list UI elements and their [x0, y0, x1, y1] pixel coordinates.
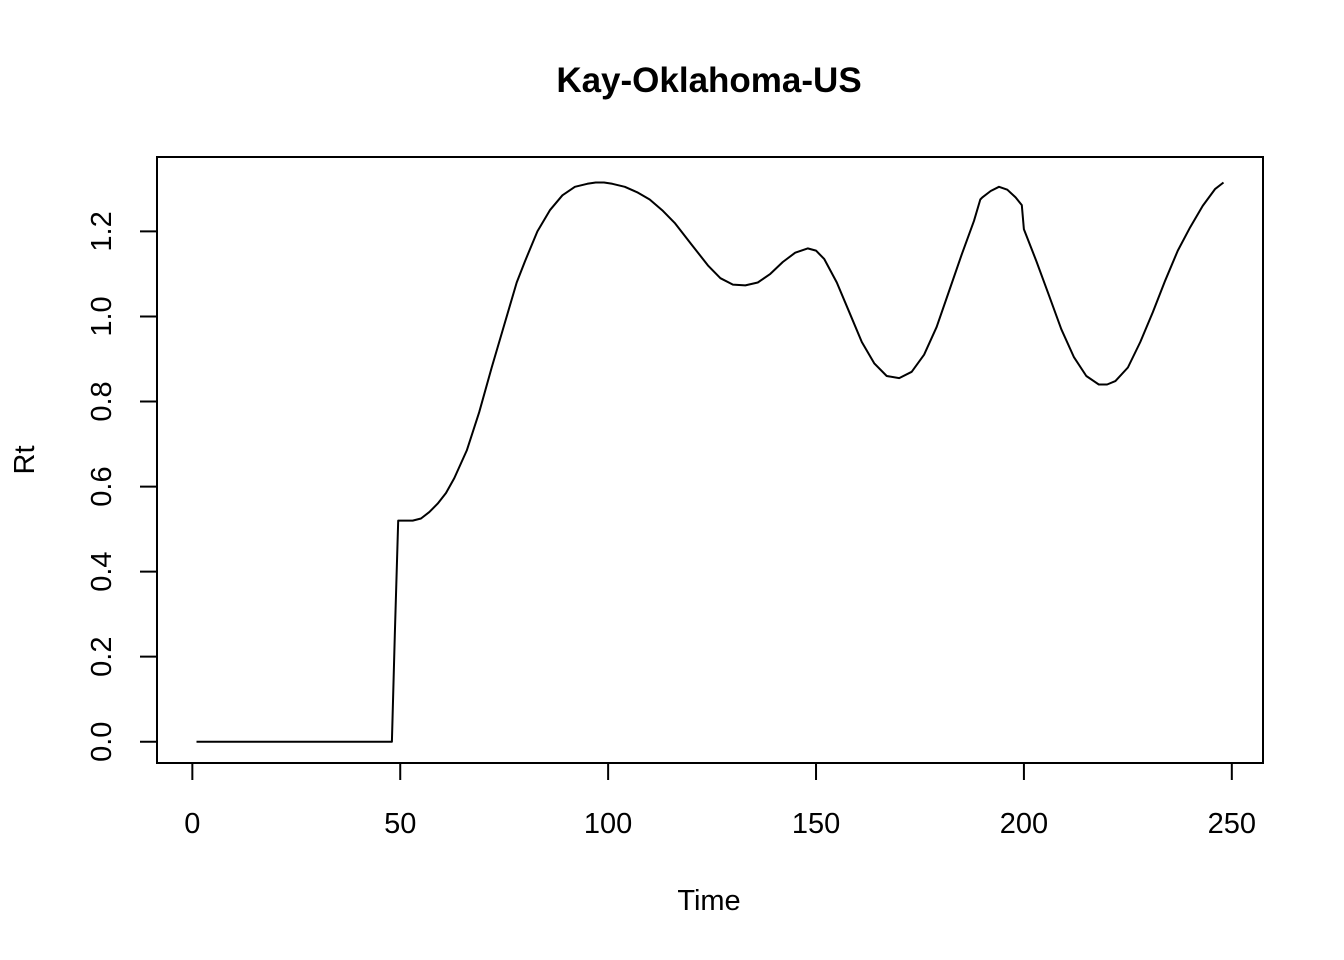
- x-axis: 0 50 100 150 200 250: [184, 762, 1256, 840]
- x-axis-label: Time: [677, 885, 740, 917]
- y-tick-label: 0.8: [86, 381, 118, 421]
- y-axis: 0.0 0.2 0.4 0.6 0.8 1.0 1.2: [86, 211, 158, 762]
- x-tick-label: 100: [584, 808, 632, 840]
- y-tick-label: 0.0: [86, 722, 118, 762]
- y-tick-label: 0.2: [86, 637, 118, 677]
- x-tick-label: 150: [792, 808, 840, 840]
- series-line: [196, 181, 1225, 743]
- plot-area: [196, 181, 1225, 743]
- y-tick-label: 0.6: [86, 466, 118, 506]
- y-tick-label: 1.2: [86, 211, 118, 251]
- plot-frame: [156, 156, 1264, 764]
- chart-title: Kay-Oklahoma-US: [556, 61, 861, 100]
- y-tick-label: 0.4: [86, 551, 118, 591]
- y-axis-label: Rt: [9, 446, 41, 475]
- x-tick-label: 250: [1208, 808, 1256, 840]
- x-tick-label: 50: [384, 808, 416, 840]
- x-tick-label: 200: [1000, 808, 1048, 840]
- y-tick-label: 1.0: [86, 296, 118, 336]
- x-tick-label: 0: [184, 808, 200, 840]
